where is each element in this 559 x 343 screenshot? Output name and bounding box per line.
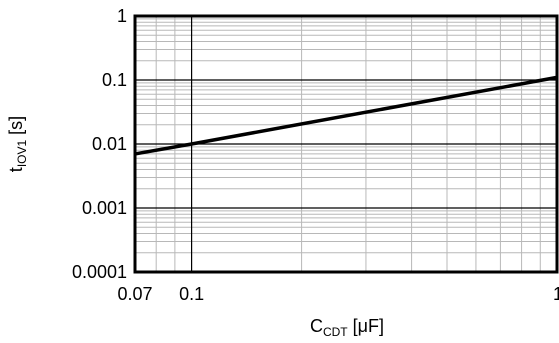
y-tick-labels: 0.0001 0.001 0.01 0.1 1 — [72, 6, 127, 282]
plot-frame — [133, 14, 559, 274]
series-layer — [134, 75, 558, 156]
y-tick-label: 0.1 — [102, 70, 127, 90]
x-tick-labels: 0.07 0.1 1 — [117, 284, 559, 304]
x-tick-label: 1 — [553, 284, 559, 304]
x-axis-label: CCDT [μF] — [310, 316, 384, 339]
y-tick-label: 0.0001 — [72, 262, 127, 282]
y-tick-label: 0.01 — [92, 134, 127, 154]
y-tick-label: 1 — [117, 6, 127, 26]
grid-major — [135, 16, 557, 272]
x-tick-label: 0.07 — [117, 284, 152, 304]
series-line-1 — [134, 75, 558, 156]
x-tick-label: 0.1 — [179, 284, 204, 304]
y-tick-label: 0.001 — [82, 198, 127, 218]
y-axis-label: tIOV1 [s] — [6, 116, 29, 172]
grid-minor — [135, 16, 557, 272]
